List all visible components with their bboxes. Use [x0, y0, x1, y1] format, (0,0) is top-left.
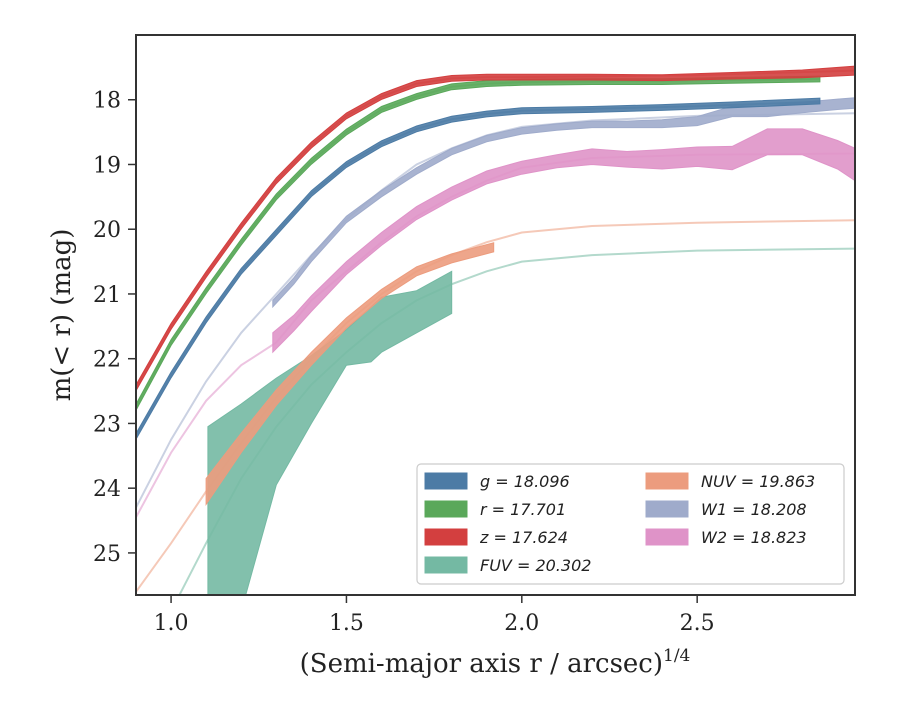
legend-label-FUV: FUV = 20.302	[480, 556, 591, 575]
legend-swatch-g	[424, 472, 468, 490]
legend-label-g: g = 18.096	[480, 472, 570, 491]
legend-swatch-z	[424, 528, 468, 546]
legend-swatch-r	[424, 500, 468, 518]
axes-frame	[135, 34, 856, 596]
y-tick-label: 18	[93, 89, 121, 114]
x-tick-label: 2.5	[680, 611, 715, 636]
legend-label-W2: W2 = 18.823	[701, 528, 807, 547]
y-axis-label: m(< r) (mag)	[47, 229, 77, 402]
legend-swatch-FUV	[424, 556, 468, 574]
data-band-z	[136, 65, 855, 392]
x-axis-label-main: (Semi-major axis r / arcsec)	[300, 649, 663, 679]
legend-entries: g = 18.096 r = 17.701 z = 17.624 FUV = 20.3…	[424, 472, 815, 575]
legend-swatch-NUV	[645, 472, 689, 490]
legend-label-z: z = 17.624	[479, 528, 568, 547]
legend-label-W1: W1 = 18.208	[701, 500, 807, 519]
x-axis-label: (Semi-major axis r / arcsec)1/4	[300, 646, 691, 679]
y-tick-label: 22	[93, 348, 121, 373]
y-tick-label: 19	[93, 153, 121, 178]
legend-box	[416, 463, 845, 585]
data-band-W1	[272, 97, 855, 309]
x-axis-label-exponent: 1/4	[663, 646, 690, 666]
legend-swatch-W1	[645, 500, 689, 518]
y-tick-label: 20	[93, 218, 121, 243]
x-tick-label: 2.0	[504, 611, 539, 636]
data-band-NUV	[205, 242, 495, 507]
legend-label-r: r = 17.701	[480, 500, 566, 519]
data-band-g	[136, 97, 821, 441]
data-bands-layer	[136, 65, 855, 595]
x-axis-ticks: 1.0 1.5 2.0 2.5	[154, 595, 715, 636]
y-tick-label: 24	[93, 477, 121, 502]
x-tick-label: 1.5	[329, 611, 364, 636]
y-tick-label: 23	[93, 412, 121, 437]
data-band-W2	[272, 128, 855, 354]
y-tick-label: 25	[93, 542, 121, 567]
x-tick-label: 1.0	[154, 611, 189, 636]
data-band-r	[136, 75, 821, 411]
y-axis-ticks: 18 19 20 21 22 23 24 25	[93, 89, 136, 567]
legend: g = 18.096 r = 17.701 z = 17.624 FUV = 20.3…	[416, 463, 845, 585]
y-tick-label: 21	[93, 283, 121, 308]
legend-swatch-W2	[645, 528, 689, 546]
legend-label-NUV: NUV = 19.863	[701, 472, 815, 491]
